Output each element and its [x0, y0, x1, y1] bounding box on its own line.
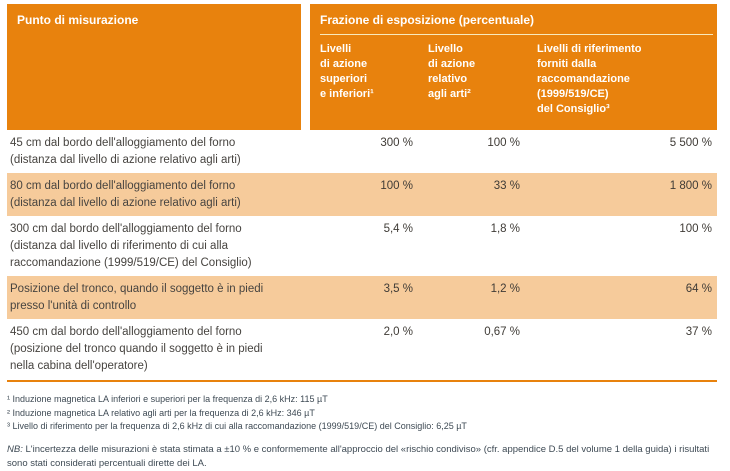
- value-limbs-level: 100 %: [487, 137, 520, 149]
- table-row: 80 cm dal bordo dell'alloggiamento del f…: [7, 173, 717, 216]
- table-body: 45 cm dal bordo dell'alloggiamento del f…: [7, 130, 717, 379]
- value-action-levels: 100 %: [380, 180, 413, 192]
- footnote-2: ² Induzione magnetica LA relativo agli a…: [7, 407, 315, 418]
- table-row: 300 cm dal bordo dell'alloggiamento del …: [7, 216, 717, 276]
- value-action-levels: 2,0 %: [383, 326, 413, 338]
- value-reference-level: 100 %: [679, 223, 712, 235]
- footnote-1: ¹ Induzione magnetica LA inferiori e sup…: [7, 394, 328, 404]
- row-label: 45 cm dal bordo dell'alloggiamento del f…: [10, 137, 241, 166]
- header-separator-line: [320, 34, 713, 35]
- table-bottom-rule: [7, 380, 717, 382]
- value-action-levels: 5,4 %: [383, 223, 413, 235]
- exposure-columns-header: Frazione di esposizione (percentuale) Li…: [310, 4, 717, 130]
- measurement-column-header: Punto di misurazione: [7, 4, 301, 130]
- table-row: 45 cm dal bordo dell'alloggiamento del f…: [7, 130, 717, 173]
- value-limbs-level: 33 %: [493, 180, 520, 192]
- value-limbs-level: 1,8 %: [490, 223, 520, 235]
- row-label: 80 cm dal bordo dell'alloggiamento del f…: [10, 180, 241, 209]
- footnote-3: ³ Livello di riferimento per la frequenz…: [7, 421, 467, 431]
- value-reference-level: 37 %: [685, 326, 712, 338]
- table-header: Punto di misurazione Frazione di esposiz…: [7, 4, 717, 130]
- row-label: 450 cm dal bordo dell'alloggiamento del …: [10, 326, 263, 372]
- subheader-row: Livelli di azione superiori e inferiori¹…: [320, 42, 717, 117]
- value-action-levels: 3,5 %: [383, 283, 413, 295]
- exposure-group-title: Frazione di esposizione (percentuale): [320, 13, 535, 27]
- nb-note: NB: L'incertezza delle misurazioni è sta…: [7, 443, 713, 471]
- value-reference-level: 1 800 %: [669, 180, 712, 192]
- subheader-action-levels: Livelli di azione superiori e inferiori¹: [320, 43, 374, 100]
- row-label: Posizione del tronco, quando il soggetto…: [10, 283, 264, 312]
- nb-prefix: NB:: [7, 443, 23, 455]
- subheader-reference-levels: Livelli di riferimento forniti dalla rac…: [537, 43, 642, 115]
- value-action-levels: 300 %: [380, 137, 413, 149]
- subheader-limbs-action-level: Livello di azione relativo agli arti²: [428, 43, 476, 100]
- row-label: 300 cm dal bordo dell'alloggiamento del …: [10, 223, 252, 269]
- value-reference-level: 64 %: [685, 283, 712, 295]
- table-row: Posizione del tronco, quando il soggetto…: [7, 276, 717, 319]
- nb-text: L'incertezza delle misurazioni è stata s…: [7, 443, 710, 469]
- footnotes: ¹ Induzione magnetica LA inferiori e sup…: [7, 393, 717, 434]
- value-reference-level: 5 500 %: [669, 137, 712, 149]
- table-row: 450 cm dal bordo dell'alloggiamento del …: [7, 319, 717, 379]
- value-limbs-level: 1,2 %: [490, 283, 520, 295]
- value-limbs-level: 0,67 %: [484, 326, 520, 338]
- measurement-header-label: Punto di misurazione: [17, 13, 139, 27]
